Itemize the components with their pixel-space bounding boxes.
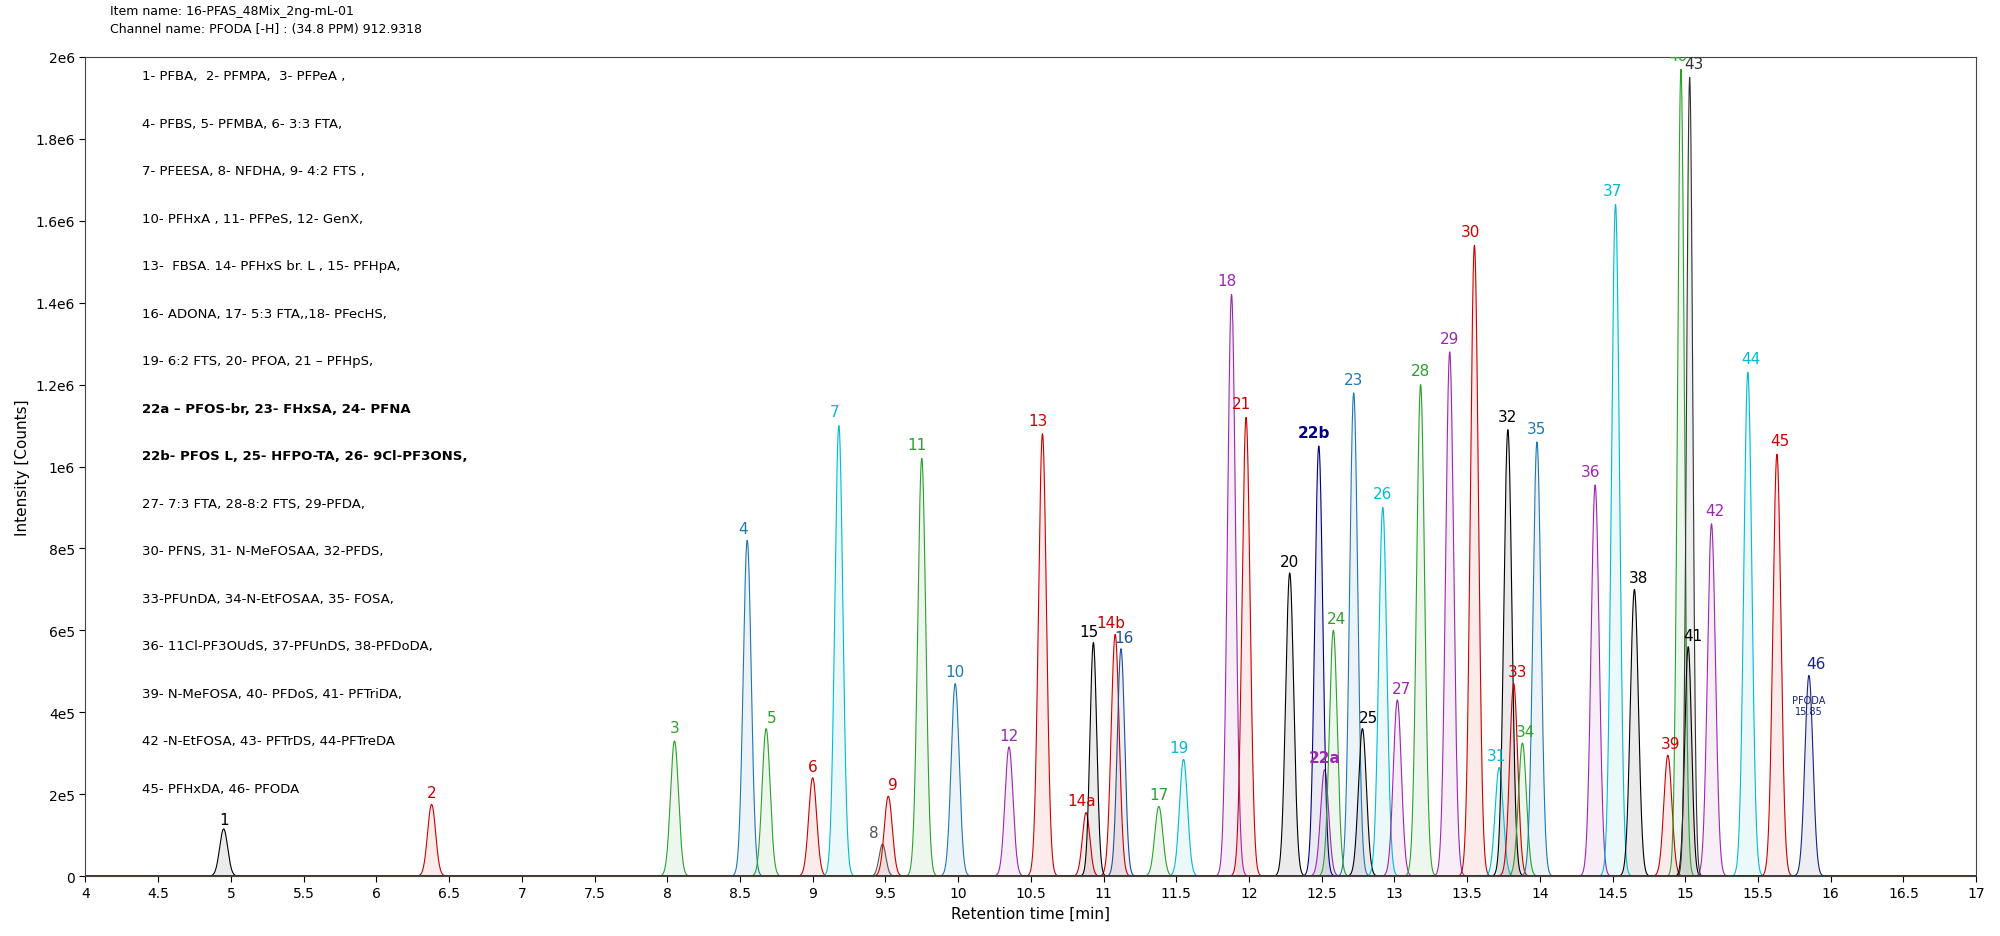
Text: Channel name: PFODA [-H] : (34.8 PPM) 912.9318: Channel name: PFODA [-H] : (34.8 PPM) 91…	[110, 23, 422, 37]
Text: 22a: 22a	[1308, 751, 1340, 766]
Text: 33: 33	[1508, 665, 1528, 680]
Text: 4- PFBS, 5- PFMBA, 6- 3:3 FTA,: 4- PFBS, 5- PFMBA, 6- 3:3 FTA,	[142, 118, 342, 131]
Text: 8: 8	[868, 826, 878, 841]
Text: 14a: 14a	[1068, 794, 1096, 809]
Text: 10: 10	[946, 665, 964, 680]
Text: 40: 40	[1668, 49, 1688, 64]
Text: 20: 20	[1280, 554, 1300, 569]
Text: 15: 15	[1080, 623, 1098, 639]
Text: 45: 45	[1770, 433, 1790, 448]
Text: 22b- PFOS L, 25- HFPO-TA, 26- 9Cl-PF3ONS,: 22b- PFOS L, 25- HFPO-TA, 26- 9Cl-PF3ONS…	[142, 450, 468, 462]
Text: 3: 3	[670, 720, 680, 735]
Text: 45- PFHxDA, 46- PFODA: 45- PFHxDA, 46- PFODA	[142, 782, 300, 795]
Text: 17: 17	[1150, 787, 1168, 802]
Text: 26: 26	[1374, 487, 1392, 502]
Text: 1: 1	[218, 812, 228, 827]
Text: 28: 28	[1410, 364, 1430, 379]
Text: 41: 41	[1682, 628, 1702, 643]
Text: 19: 19	[1170, 740, 1188, 755]
Text: PFODA
15.85: PFODA 15.85	[1792, 695, 1826, 717]
Text: 32: 32	[1498, 409, 1518, 424]
Text: 39: 39	[1662, 737, 1680, 752]
Text: 31: 31	[1486, 749, 1506, 764]
Text: 18: 18	[1218, 274, 1236, 289]
Text: 29: 29	[1440, 331, 1460, 346]
Text: 13: 13	[1028, 413, 1048, 428]
Text: 27: 27	[1392, 681, 1412, 696]
Text: 23: 23	[1344, 373, 1364, 388]
Y-axis label: Intensity [Counts]: Intensity [Counts]	[14, 399, 30, 535]
Text: 44: 44	[1742, 352, 1760, 367]
Text: 9: 9	[888, 777, 898, 792]
Text: 19- 6:2 FTS, 20- PFOA, 21 – PFHpS,: 19- 6:2 FTS, 20- PFOA, 21 – PFHpS,	[142, 355, 374, 368]
Text: 21: 21	[1232, 397, 1252, 412]
Text: 14b: 14b	[1096, 616, 1126, 631]
Text: 42: 42	[1704, 504, 1724, 519]
Text: 6: 6	[808, 759, 818, 774]
Text: 16: 16	[1114, 630, 1134, 645]
Text: 30- PFNS, 31- N-MeFOSAA, 32-PFDS,: 30- PFNS, 31- N-MeFOSAA, 32-PFDS,	[142, 545, 384, 558]
Text: 36: 36	[1582, 464, 1600, 479]
Text: 27- 7:3 FTA, 28-8:2 FTS, 29-PFDA,: 27- 7:3 FTA, 28-8:2 FTS, 29-PFDA,	[142, 497, 366, 510]
Text: 39- N-MeFOSA, 40- PFDoS, 41- PFTriDA,: 39- N-MeFOSA, 40- PFDoS, 41- PFTriDA,	[142, 687, 402, 700]
Text: 5: 5	[768, 709, 776, 724]
Text: Item name: 16-PFAS_48Mix_2ng-mL-01: Item name: 16-PFAS_48Mix_2ng-mL-01	[110, 5, 354, 18]
Text: 38: 38	[1630, 571, 1648, 586]
Text: 33-PFUnDA, 34-N-EtFOSAA, 35- FOSA,: 33-PFUnDA, 34-N-EtFOSAA, 35- FOSA,	[142, 592, 394, 606]
Text: 7- PFEESA, 8- NFDHA, 9- 4:2 FTS ,: 7- PFEESA, 8- NFDHA, 9- 4:2 FTS ,	[142, 165, 364, 178]
Text: 46: 46	[1806, 656, 1826, 671]
Text: 35: 35	[1528, 421, 1546, 436]
Text: 10- PFHxA , 11- PFPeS, 12- GenX,: 10- PFHxA , 11- PFPeS, 12- GenX,	[142, 212, 364, 226]
Text: 43: 43	[1684, 57, 1704, 72]
Text: 30: 30	[1460, 225, 1480, 240]
Text: 25: 25	[1358, 709, 1378, 724]
X-axis label: Retention time [min]: Retention time [min]	[952, 906, 1110, 921]
Text: 36- 11Cl-PF3OUdS, 37-PFUnDS, 38-PFDoDA,: 36- 11Cl-PF3OUdS, 37-PFUnDS, 38-PFDoDA,	[142, 639, 432, 652]
Text: 11: 11	[908, 438, 928, 453]
Text: 16- ADONA, 17- 5:3 FTA,,18- PFecHS,: 16- ADONA, 17- 5:3 FTA,,18- PFecHS,	[142, 307, 388, 320]
Text: 7: 7	[830, 405, 840, 420]
Text: 1- PFBA,  2- PFMPA,  3- PFPeA ,: 1- PFBA, 2- PFMPA, 3- PFPeA ,	[142, 70, 346, 83]
Text: 34: 34	[1516, 724, 1536, 739]
Text: 22a – PFOS-br, 23- FHxSA, 24- PFNA: 22a – PFOS-br, 23- FHxSA, 24- PFNA	[142, 402, 410, 416]
Text: 12: 12	[1000, 728, 1018, 743]
Text: 4: 4	[738, 521, 748, 536]
Text: 42 -N-EtFOSA, 43- PFTrDS, 44-PFTreDA: 42 -N-EtFOSA, 43- PFTrDS, 44-PFTreDA	[142, 735, 396, 748]
Text: 24: 24	[1326, 611, 1346, 626]
Text: 37: 37	[1602, 184, 1622, 199]
Text: 22b: 22b	[1298, 426, 1330, 441]
Text: 13-  FBSA. 14- PFHxS br. L , 15- PFHpA,: 13- FBSA. 14- PFHxS br. L , 15- PFHpA,	[142, 260, 400, 273]
Text: 2: 2	[426, 785, 436, 800]
